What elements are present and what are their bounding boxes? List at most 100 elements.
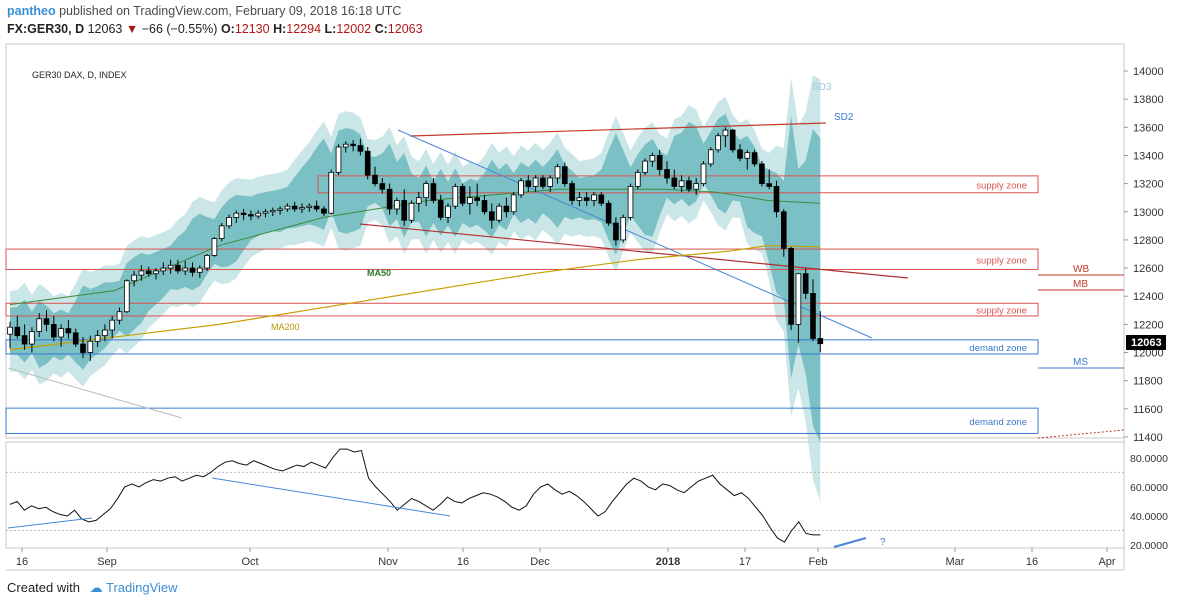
down-arrow-icon: ▼ bbox=[125, 22, 139, 36]
candle bbox=[569, 183, 575, 201]
author-link[interactable]: pantheo bbox=[7, 4, 56, 18]
created-with: Created with bbox=[7, 580, 80, 595]
sd3-label: SD3 bbox=[812, 82, 832, 93]
price-axis[interactable]: 14000 13800 13600 13400 13200 13000 12800 12600… bbox=[1124, 66, 1164, 444]
indicator-axis-label: 60.0000 bbox=[1130, 482, 1168, 494]
sd2-band bbox=[10, 113, 821, 443]
candle bbox=[51, 323, 57, 338]
price-axis-label: 11800 bbox=[1133, 376, 1163, 388]
low-label: L: bbox=[324, 22, 337, 36]
open-label: O: bbox=[220, 22, 235, 36]
time-axis-label: Feb bbox=[809, 556, 828, 568]
candles-layer bbox=[7, 127, 824, 361]
candle bbox=[80, 343, 86, 353]
candle bbox=[459, 186, 466, 204]
candle bbox=[518, 180, 524, 196]
candle bbox=[335, 146, 342, 173]
candle bbox=[510, 194, 517, 213]
candle bbox=[131, 274, 137, 282]
candle bbox=[583, 197, 590, 201]
candle bbox=[554, 166, 561, 179]
candle bbox=[788, 247, 794, 325]
red-dotted-line[interactable] bbox=[1037, 429, 1125, 439]
candle bbox=[708, 149, 714, 165]
candle bbox=[481, 200, 488, 213]
time-axis-label: 17 bbox=[739, 556, 751, 568]
publish-info: pantheo published on TradingView.com, Fe… bbox=[7, 4, 401, 18]
candle bbox=[810, 293, 816, 339]
zone-label: demand zone bbox=[969, 417, 1027, 428]
time-axis-label: 2018 bbox=[656, 556, 680, 568]
grey-trendline[interactable] bbox=[7, 367, 183, 419]
candle bbox=[14, 326, 21, 337]
candle bbox=[437, 200, 444, 218]
publish-text: published on TradingView.com, February 0… bbox=[59, 4, 402, 18]
candle bbox=[160, 267, 167, 272]
time-axis-label: Sep bbox=[97, 556, 117, 568]
last-price: 12063 bbox=[87, 22, 123, 36]
price-axis-label: 12400 bbox=[1133, 291, 1164, 303]
indicator-axis: 80.0000 60.0000 40.0000 20.0000 bbox=[1130, 453, 1168, 552]
candle bbox=[394, 200, 400, 210]
time-axis-label: Apr bbox=[1098, 556, 1115, 568]
candle bbox=[576, 197, 583, 201]
candle bbox=[328, 171, 334, 214]
candle bbox=[321, 208, 327, 214]
footer: Created with ☁ TradingView bbox=[7, 580, 178, 596]
tradingview-logo-icon: ☁ bbox=[89, 580, 103, 595]
lower-trendline[interactable] bbox=[359, 223, 909, 279]
candle bbox=[627, 186, 634, 218]
candle bbox=[773, 186, 780, 213]
high-label: H: bbox=[273, 22, 287, 36]
candle bbox=[87, 340, 94, 353]
candle bbox=[452, 186, 459, 207]
candle bbox=[525, 180, 532, 187]
price-axis-label: 11600 bbox=[1133, 404, 1163, 416]
ma50-label: MA50 bbox=[367, 268, 391, 278]
candle bbox=[766, 183, 772, 187]
indicator-panel-frame bbox=[5, 441, 1125, 549]
candle bbox=[196, 267, 203, 273]
candle bbox=[7, 326, 13, 335]
price-axis-label: 13400 bbox=[1133, 150, 1164, 162]
candle bbox=[430, 183, 437, 201]
price-axis-label: 12200 bbox=[1133, 319, 1164, 331]
price-axis-label: 11400 bbox=[1133, 432, 1163, 444]
candle bbox=[364, 150, 371, 176]
tradingview-link[interactable]: TradingView bbox=[106, 580, 178, 595]
candle bbox=[802, 273, 809, 294]
candle bbox=[503, 205, 510, 213]
candle bbox=[598, 194, 605, 204]
zone-label: demand zone bbox=[969, 343, 1027, 354]
ma50-line bbox=[9, 188, 821, 306]
candle bbox=[635, 171, 641, 187]
candle bbox=[116, 311, 123, 321]
high-value: 12294 bbox=[286, 22, 322, 36]
close-value: 12063 bbox=[387, 22, 423, 36]
candle bbox=[649, 155, 656, 162]
upper-trendline[interactable] bbox=[409, 122, 827, 137]
price-axis-label: 13000 bbox=[1133, 207, 1164, 219]
candle bbox=[21, 335, 28, 345]
price-axis-label: 12800 bbox=[1133, 235, 1164, 247]
candle bbox=[496, 205, 502, 221]
candle bbox=[415, 197, 422, 204]
candle bbox=[43, 318, 50, 325]
candle bbox=[686, 180, 692, 190]
open-value: 12130 bbox=[234, 22, 270, 36]
indicator-trendline-1[interactable] bbox=[7, 517, 93, 529]
price-axis-label: 13200 bbox=[1133, 179, 1164, 191]
candle bbox=[65, 328, 72, 334]
zone-label: supply zone bbox=[976, 180, 1027, 191]
candle bbox=[240, 212, 247, 215]
indicator-trendline-2[interactable] bbox=[211, 477, 451, 517]
candle bbox=[408, 202, 415, 221]
candle bbox=[248, 214, 254, 217]
time-axis[interactable]: 16 Sep Oct Nov 16 Dec 2018 17 Feb Mar 16 Apr bbox=[16, 548, 1116, 568]
candle bbox=[700, 163, 707, 185]
indicator-divergence-line[interactable] bbox=[833, 537, 867, 548]
last-price-tag bbox=[1126, 335, 1166, 350]
candle bbox=[620, 216, 626, 241]
question-mark: ? bbox=[880, 537, 886, 548]
